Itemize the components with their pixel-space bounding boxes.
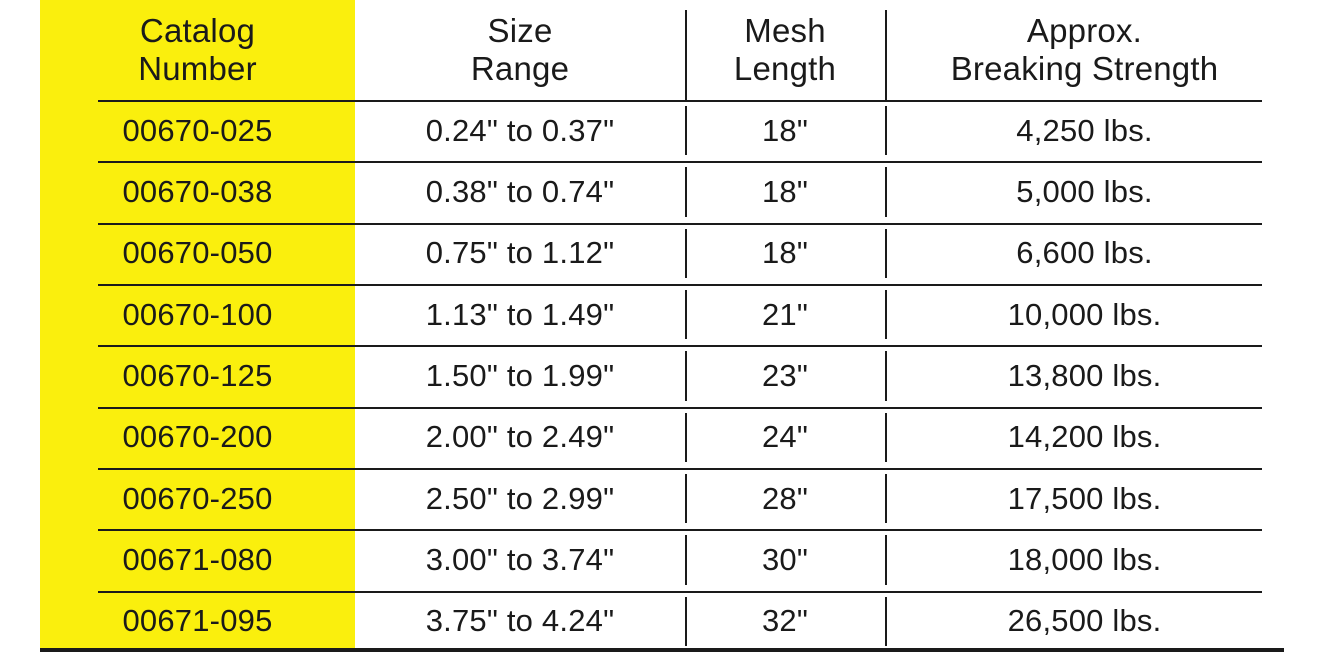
cell-size: 2.00" to 2.49" bbox=[355, 407, 685, 468]
cell-mesh: 18" bbox=[685, 223, 885, 284]
cell-catalog: 00670-125 bbox=[40, 345, 355, 406]
cell-size: 3.75" to 4.24" bbox=[355, 591, 685, 652]
cell-strength: 13,800 lbs. bbox=[885, 345, 1284, 406]
table-row: 00670-250 2.50" to 2.99" 28" 17,500 lbs. bbox=[40, 468, 1284, 529]
col-header-catalog-line1: Catalog bbox=[140, 12, 255, 49]
cell-size: 0.75" to 1.12" bbox=[355, 223, 685, 284]
col-header-size-line2: Range bbox=[471, 50, 569, 87]
table-bottom-border bbox=[40, 648, 1284, 652]
cell-mesh: 24" bbox=[685, 407, 885, 468]
cell-size: 0.24" to 0.37" bbox=[355, 100, 685, 161]
col-header-mesh-line2: Length bbox=[734, 50, 836, 87]
cell-size: 0.38" to 0.74" bbox=[355, 161, 685, 222]
cell-mesh: 28" bbox=[685, 468, 885, 529]
col-header-strength-line2: Breaking Strength bbox=[951, 50, 1219, 87]
cell-catalog: 00670-250 bbox=[40, 468, 355, 529]
table-row: 00671-080 3.00" to 3.74" 30" 18,000 lbs. bbox=[40, 529, 1284, 590]
table-row: 00670-038 0.38" to 0.74" 18" 5,000 lbs. bbox=[40, 161, 1284, 222]
col-header-size: Size Range bbox=[355, 0, 685, 100]
cell-mesh: 18" bbox=[685, 161, 885, 222]
table-row: 00670-050 0.75" to 1.12" 18" 6,600 lbs. bbox=[40, 223, 1284, 284]
col-header-strength: Approx. Breaking Strength bbox=[885, 0, 1284, 100]
cell-size: 1.50" to 1.99" bbox=[355, 345, 685, 406]
cell-size: 3.00" to 3.74" bbox=[355, 529, 685, 590]
cell-catalog: 00670-038 bbox=[40, 161, 355, 222]
table-row: 00670-125 1.50" to 1.99" 23" 13,800 lbs. bbox=[40, 345, 1284, 406]
cell-mesh: 23" bbox=[685, 345, 885, 406]
cell-strength: 14,200 lbs. bbox=[885, 407, 1284, 468]
cell-strength: 4,250 lbs. bbox=[885, 100, 1284, 161]
cell-strength: 26,500 lbs. bbox=[885, 591, 1284, 652]
cell-size: 2.50" to 2.99" bbox=[355, 468, 685, 529]
col-header-size-line1: Size bbox=[488, 12, 553, 49]
cell-strength: 17,500 lbs. bbox=[885, 468, 1284, 529]
cell-strength: 6,600 lbs. bbox=[885, 223, 1284, 284]
table-row: 00670-100 1.13" to 1.49" 21" 10,000 lbs. bbox=[40, 284, 1284, 345]
col-header-catalog-line2: Number bbox=[138, 50, 257, 87]
table-row: 00671-095 3.75" to 4.24" 32" 26,500 lbs. bbox=[40, 591, 1284, 652]
col-header-catalog: Catalog Number bbox=[40, 0, 355, 100]
table-row: 00670-200 2.00" to 2.49" 24" 14,200 lbs. bbox=[40, 407, 1284, 468]
col-header-mesh-line1: Mesh bbox=[744, 12, 826, 49]
cell-catalog: 00670-200 bbox=[40, 407, 355, 468]
cell-catalog: 00670-050 bbox=[40, 223, 355, 284]
spec-table: Catalog Number Size Range Mesh Length Ap… bbox=[40, 0, 1284, 652]
cell-strength: 18,000 lbs. bbox=[885, 529, 1284, 590]
cell-mesh: 30" bbox=[685, 529, 885, 590]
cell-strength: 10,000 lbs. bbox=[885, 284, 1284, 345]
cell-mesh: 32" bbox=[685, 591, 885, 652]
cell-catalog: 00671-080 bbox=[40, 529, 355, 590]
cell-catalog: 00670-100 bbox=[40, 284, 355, 345]
cell-catalog: 00671-095 bbox=[40, 591, 355, 652]
cell-size: 1.13" to 1.49" bbox=[355, 284, 685, 345]
catalog-spec-table: Catalog Number Size Range Mesh Length Ap… bbox=[40, 0, 1284, 652]
cell-mesh: 21" bbox=[685, 284, 885, 345]
cell-strength: 5,000 lbs. bbox=[885, 161, 1284, 222]
table-header-row: Catalog Number Size Range Mesh Length Ap… bbox=[40, 0, 1284, 100]
col-header-mesh: Mesh Length bbox=[685, 0, 885, 100]
cell-mesh: 18" bbox=[685, 100, 885, 161]
cell-catalog: 00670-025 bbox=[40, 100, 355, 161]
col-header-strength-line1: Approx. bbox=[1027, 12, 1142, 49]
table-row: 00670-025 0.24" to 0.37" 18" 4,250 lbs. bbox=[40, 100, 1284, 161]
